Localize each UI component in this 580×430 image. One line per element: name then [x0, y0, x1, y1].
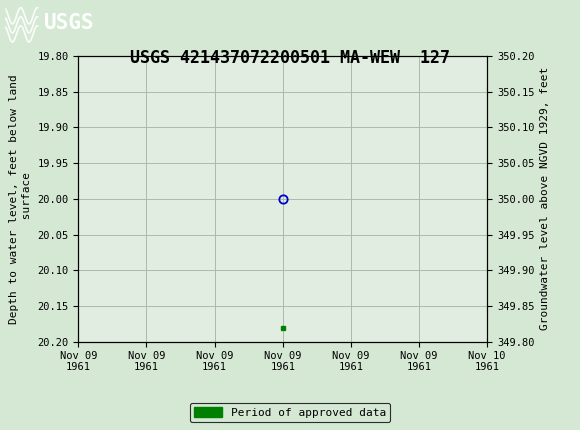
- Y-axis label: Groundwater level above NGVD 1929, feet: Groundwater level above NGVD 1929, feet: [540, 67, 550, 331]
- Text: USGS: USGS: [44, 13, 94, 34]
- Legend: Period of approved data: Period of approved data: [190, 403, 390, 422]
- Text: USGS 421437072200501 MA-WEW  127: USGS 421437072200501 MA-WEW 127: [130, 49, 450, 68]
- Y-axis label: Depth to water level, feet below land
 surface: Depth to water level, feet below land su…: [9, 74, 32, 324]
